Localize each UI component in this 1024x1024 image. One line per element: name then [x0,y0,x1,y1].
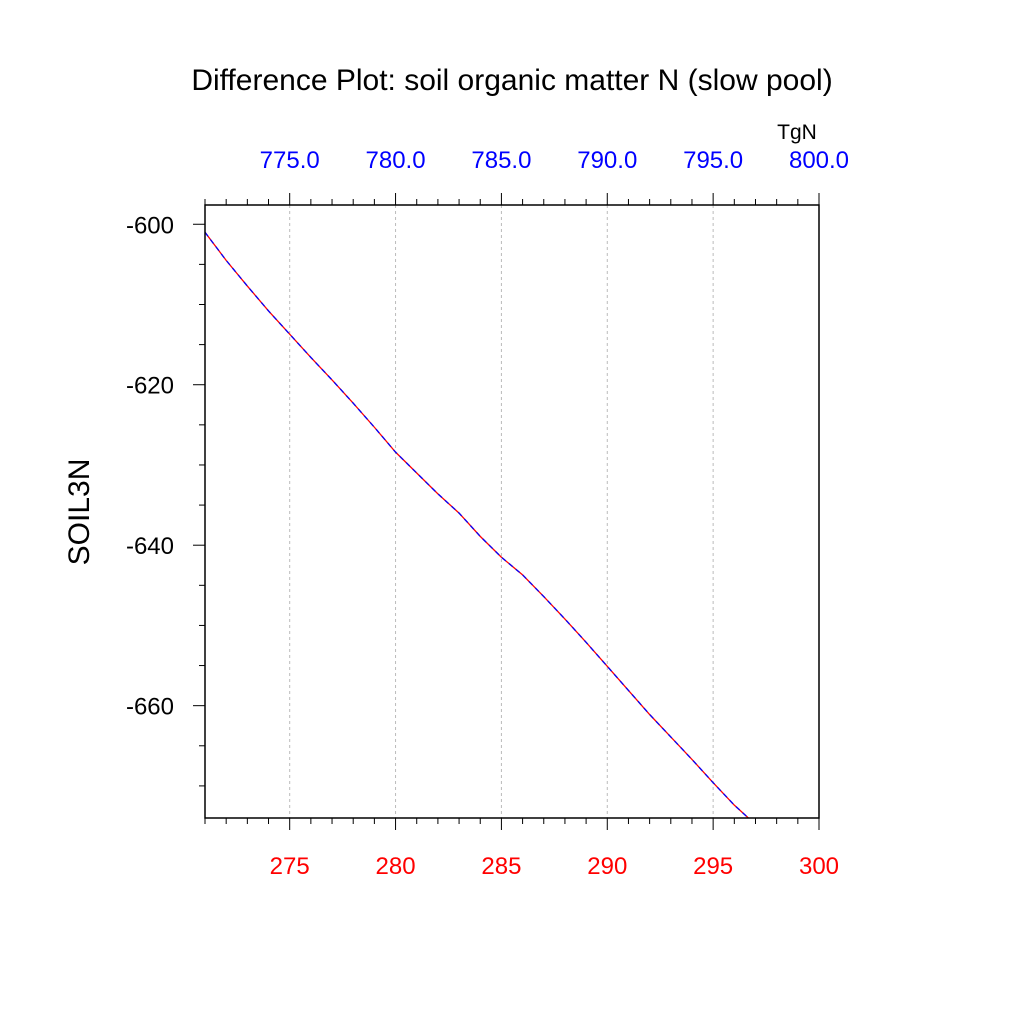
y-axis-label: SOIL3N [63,459,96,566]
y-tick-label: -640 [126,533,174,560]
top-axis-unit: TgN [777,121,817,144]
x-top-tick-label: 775.0 [260,147,320,174]
y-tick-label: -660 [126,694,174,721]
y-tick-label: -600 [126,212,174,239]
series-line-2 [205,231,750,818]
x-bottom-tick-label: 300 [799,853,839,880]
y-tick-label: -620 [126,373,174,400]
x-top-tick-label: 780.0 [366,147,426,174]
x-top-tick-label: 800.0 [789,147,849,174]
x-top-tick-label: 785.0 [471,147,531,174]
grid-lines [289,205,714,818]
x-bottom-tick-label: 275 [270,853,310,880]
x-top-tick-label: 790.0 [577,147,637,174]
axis-ticks [193,193,820,830]
plot-frame [204,204,820,819]
chart-title: Difference Plot: soil organic matter N (… [191,64,832,97]
x-top-tick-label: 795.0 [683,147,743,174]
series-line-1 [205,231,750,818]
x-bottom-tick-label: 290 [587,853,627,880]
tick-labels: 275 280 285 290 295 300 775.0 780.0 785.0 790.0 79… [126,147,849,880]
x-bottom-tick-label: 280 [376,853,416,880]
x-bottom-tick-label: 285 [481,853,521,880]
data-lines [205,231,750,818]
x-bottom-tick-label: 295 [693,853,733,880]
